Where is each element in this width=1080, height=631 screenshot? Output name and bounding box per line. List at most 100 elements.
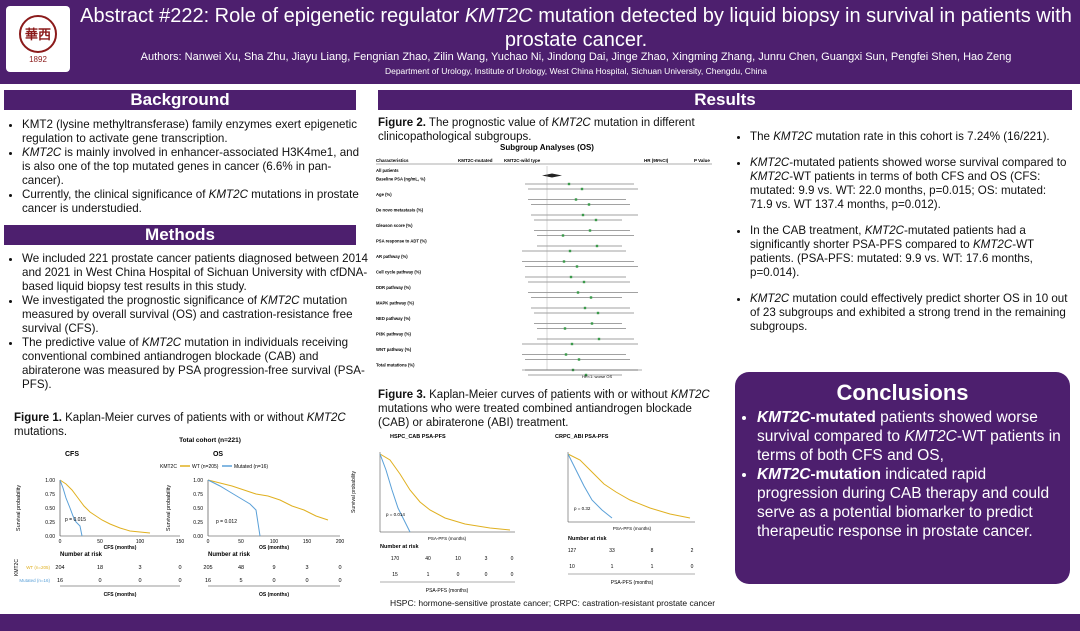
forest-point — [562, 260, 566, 263]
svg-text:0: 0 — [305, 578, 308, 584]
svg-text:127: 127 — [568, 548, 577, 554]
svg-text:1: 1 — [651, 564, 654, 570]
svg-text:3: 3 — [485, 556, 488, 562]
results-section: The KMT2C mutation rate in this cohort i… — [734, 130, 1068, 346]
svg-text:0: 0 — [485, 572, 488, 578]
svg-text:0: 0 — [98, 578, 101, 584]
fig3-left-axes: Survival probability p = 0.014 PSA-PFS (… — [351, 452, 515, 541]
methods-section: We included 221 prostate cancer patients… — [6, 252, 368, 392]
svg-text:16: 16 — [205, 578, 211, 584]
forest-summary-diamond — [542, 173, 562, 178]
svg-text:16: 16 — [57, 578, 63, 584]
forest-point — [576, 291, 580, 294]
forest-point — [588, 229, 592, 232]
svg-text:10: 10 — [455, 556, 461, 562]
forest-point — [580, 187, 584, 191]
figure1-km-plots: Total cohort (n=221) CFS OS KMT2C WT (n=… — [14, 437, 345, 598]
results-heading-text: Results — [694, 90, 756, 109]
svg-text:Mutated (n=16): Mutated (n=16) — [19, 578, 50, 583]
figure1-legend-label: KMT2C — [160, 464, 177, 470]
cfs-risk-title: Number at risk — [60, 552, 103, 558]
os-mut-curve — [207, 479, 261, 537]
svg-text:PSA-PFS (months): PSA-PFS (months) — [428, 536, 467, 541]
figure1-cfs-title: CFS — [65, 451, 79, 458]
methods-item: We investigated the prognostic significa… — [22, 294, 368, 336]
forest-point — [597, 337, 601, 341]
logo-seal: 華西 — [19, 14, 57, 53]
svg-text:0.00: 0.00 — [45, 534, 55, 540]
figure3-caption: Figure 3. Kaplan-Meier curves of patient… — [378, 389, 710, 429]
hospital-logo: 華西 1892 — [6, 6, 70, 72]
svg-text:48: 48 — [238, 565, 244, 571]
svg-text:0.75: 0.75 — [193, 492, 203, 498]
svg-text:KMT2C: KMT2C — [14, 559, 20, 576]
svg-text:Number at risk: Number at risk — [380, 544, 419, 550]
forest-group-label: Gleason score (%) — [376, 223, 413, 228]
figure3-km-plots: HSPC_CAB PSA-PFS CRPC_ABI PSA-PFS Surviv… — [351, 434, 695, 594]
svg-text:Number at risk: Number at risk — [568, 536, 607, 542]
poster-title: Abstract #222: Role of epigenetic regula… — [80, 4, 1072, 52]
forest-point — [587, 203, 591, 206]
forest-point — [569, 275, 573, 279]
os-wt-curve — [207, 479, 329, 521]
forest-point — [590, 322, 594, 325]
svg-text:0: 0 — [138, 578, 141, 584]
svg-text:200: 200 — [336, 539, 345, 545]
svg-text:2: 2 — [691, 548, 694, 554]
svg-text:150: 150 — [303, 539, 312, 545]
results-item: The KMT2C mutation rate in this cohort i… — [750, 130, 1068, 144]
forest-group-label: WNT pathway (%) — [376, 347, 412, 352]
forest-group-label: PSA response to ADT (%) — [376, 239, 427, 244]
svg-text:170: 170 — [391, 556, 400, 562]
svg-text:50: 50 — [97, 539, 103, 545]
figure1-caption: Figure 1. Kaplan-Meier curves of patient… — [14, 412, 346, 438]
forest-point — [595, 244, 599, 248]
fig3-right-title: CRPC_ABI PSA-PFS — [555, 434, 609, 440]
svg-text:HR (95%CI): HR (95%CI) — [644, 158, 669, 163]
forest-point — [561, 234, 565, 237]
methods-item: We included 221 prostate cancer patients… — [22, 252, 368, 294]
svg-text:0.00: 0.00 — [193, 534, 203, 540]
svg-text:0.50: 0.50 — [193, 506, 203, 512]
fig3-left-title: HSPC_CAB PSA-PFS — [390, 434, 446, 440]
forest-group-label: MAPK pathway (%) — [376, 301, 415, 306]
svg-text:0.50: 0.50 — [45, 506, 55, 512]
forest-point — [581, 213, 585, 217]
cfs-axes: 1.00 0.75 0.50 0.25 0.00 0 50 100 150 CF… — [16, 478, 184, 551]
background-heading-text: Background — [130, 90, 230, 109]
svg-text:KMT2C-wild type: KMT2C-wild type — [504, 158, 541, 163]
forest-point — [583, 306, 587, 310]
conclusion-item: KMT2C-mutation indicated rapid progressi… — [757, 465, 1070, 541]
svg-text:0: 0 — [59, 539, 62, 545]
forest-point — [568, 249, 572, 253]
background-section: KMT2 (lysine methyltransferase) family e… — [6, 118, 368, 216]
results-item: KMT2C mutation could effectively predict… — [750, 292, 1068, 334]
department: Department of Urology, Institute of Urol… — [384, 66, 768, 76]
forest-point — [575, 265, 579, 268]
results-item: KMT2C-mutated patients showed worse surv… — [750, 156, 1068, 212]
background-heading: Background — [4, 90, 356, 110]
os-risk-table: 205 48 9 3 0 16 5 0 0 0 OS (months) — [203, 565, 341, 598]
conclusion-item: KMT2C-mutated patients showed worse surv… — [757, 408, 1070, 465]
svg-text:3: 3 — [305, 565, 308, 571]
svg-text:1: 1 — [611, 564, 614, 570]
svg-text:0: 0 — [338, 578, 341, 584]
forest-point — [589, 296, 593, 299]
figure3-footnote: HSPC: hormone-sensitive prostate cancer;… — [390, 598, 716, 608]
fig3-right-mut-curve — [567, 453, 613, 519]
svg-text:0: 0 — [338, 565, 341, 571]
os-xlabel: OS (months) — [259, 545, 289, 551]
svg-text:50: 50 — [238, 539, 244, 545]
fig3-left-risk-table: 170 40 10 3 0 15 1 0 0 0 PSA-PFS (months… — [380, 556, 515, 594]
forest-group-label: De novo metastasis (%) — [376, 208, 424, 213]
results-item: In the CAB treatment, KMT2C-mutated pati… — [750, 224, 1068, 280]
cfs-wt-curve — [59, 479, 151, 534]
forest-group-label: NED pathway (%) — [376, 316, 411, 321]
poster-footer — [0, 614, 1080, 631]
svg-text:0: 0 — [511, 572, 514, 578]
svg-text:10: 10 — [569, 564, 575, 570]
os-ylabel: Survival probability — [166, 485, 172, 531]
forest-group-label: Total mutations (%) — [376, 363, 415, 368]
svg-text:PSA-PFS (months): PSA-PFS (months) — [426, 588, 469, 594]
svg-text:1: 1 — [427, 572, 430, 578]
